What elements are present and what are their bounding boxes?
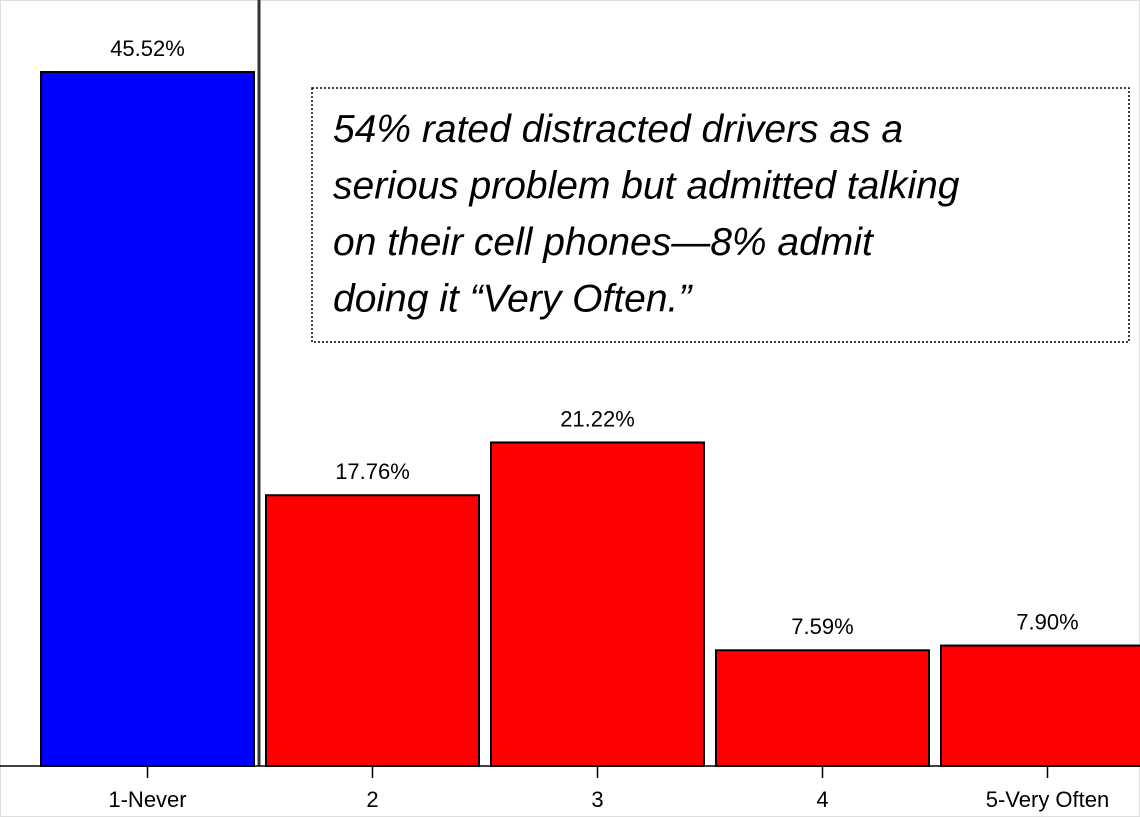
annotation-box <box>311 87 1130 343</box>
bar <box>715 649 930 768</box>
x-tick-label: 1-Never <box>108 787 186 812</box>
value-label: 45.52% <box>110 36 185 61</box>
x-tick-label: 3 <box>591 787 603 812</box>
annotation-line: serious problem but admitted talking <box>333 165 960 208</box>
annotation-line: 54% rated distracted drivers as a <box>333 108 903 151</box>
value-label: 21.22% <box>560 406 635 431</box>
value-label: 7.90% <box>1016 609 1078 634</box>
x-tick-label: 4 <box>816 787 828 812</box>
bar <box>490 441 705 767</box>
annotation-line: on their cell phones—8% admit <box>333 221 875 264</box>
bar <box>940 644 1140 767</box>
value-label: 17.76% <box>335 459 410 484</box>
bar <box>265 494 480 767</box>
bar <box>40 71 255 767</box>
value-label: 7.59% <box>791 614 853 639</box>
annotation-line: doing it “Very Often.” <box>333 278 693 321</box>
x-tick-label: 2 <box>366 787 378 812</box>
x-tick-label: 5-Very Often <box>986 787 1110 812</box>
